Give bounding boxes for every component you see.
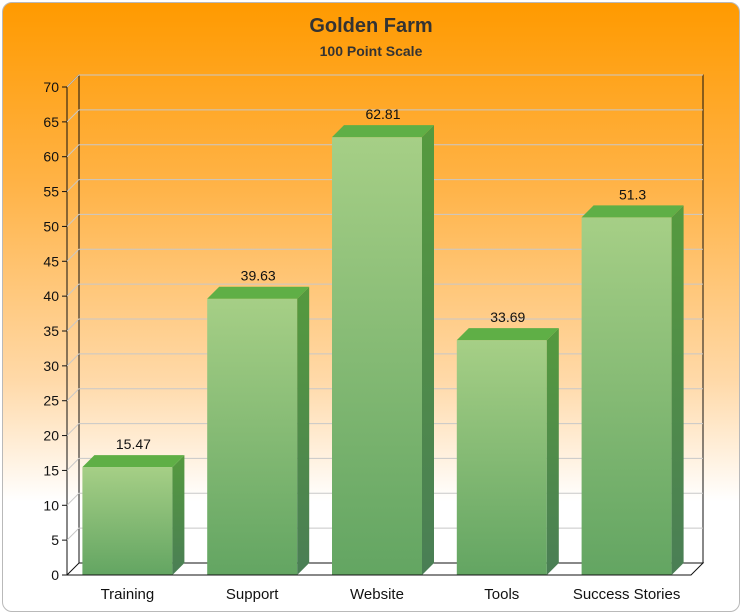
x-category-label: Tools [484, 586, 519, 603]
bar-side-0 [172, 455, 185, 575]
gridline [66, 318, 703, 332]
chart-subtitle: 100 Point Scale [320, 43, 423, 59]
bar-side-2 [422, 125, 434, 575]
y-tick-label: 65 [43, 114, 59, 130]
y-tick-label: 25 [43, 393, 59, 409]
bar-top-4 [581, 205, 684, 218]
y-tick-label: 60 [43, 149, 59, 165]
bar-value-label: 33.69 [490, 309, 525, 325]
bar-top-2 [332, 125, 434, 138]
bar-top-1 [207, 286, 310, 299]
x-category-label: Support [226, 586, 279, 603]
y-tick-label: 45 [43, 253, 59, 269]
bar-chart: Golden Farm 100 Point Scale 0 5 10 15 20 25 30… [43, 15, 705, 603]
gridline [66, 213, 703, 227]
y-tick-label: 0 [51, 567, 59, 583]
y-tick-label: 70 [43, 79, 59, 95]
gridline [66, 109, 703, 123]
gridline [66, 283, 703, 297]
bar-value-label: 39.63 [241, 268, 276, 284]
chart-title: Golden Farm [309, 15, 432, 37]
bar-3 [456, 340, 547, 575]
y-tick-label: 15 [43, 462, 59, 478]
bar-side-4 [671, 205, 684, 575]
bar-1 [207, 298, 298, 575]
bar-value-label: 51.3 [619, 186, 646, 202]
bar-value-label: 15.47 [116, 436, 151, 452]
bar-top-3 [456, 328, 559, 341]
gridline [66, 248, 703, 262]
bar-0 [82, 467, 173, 575]
y-tick-label: 55 [43, 184, 59, 200]
bar-side-1 [297, 286, 310, 575]
plot-area: 0 5 10 15 20 25 30 35 40 45 50 55 60 65 70 15.47 Trainin… [43, 74, 705, 603]
bar-2 [332, 137, 422, 575]
y-tick-label: 30 [43, 358, 59, 374]
bar-side-3 [546, 328, 559, 575]
y-tick-label: 40 [43, 288, 59, 304]
x-category-label: Success Stories [573, 586, 681, 603]
gridline [66, 74, 703, 88]
bar-4 [581, 217, 672, 575]
y-tick-label: 10 [43, 497, 59, 513]
x-category-label: Training [101, 586, 155, 603]
x-category-label: Website [350, 586, 404, 603]
gridline [66, 144, 703, 158]
y-tick-label: 20 [43, 428, 59, 444]
y-tick-label: 35 [43, 323, 59, 339]
y-tick-label: 50 [43, 218, 59, 234]
gridline [66, 179, 703, 192]
y-tick-label: 5 [51, 532, 59, 548]
bar-value-label: 62.81 [365, 106, 400, 122]
bar-top-0 [82, 455, 185, 468]
